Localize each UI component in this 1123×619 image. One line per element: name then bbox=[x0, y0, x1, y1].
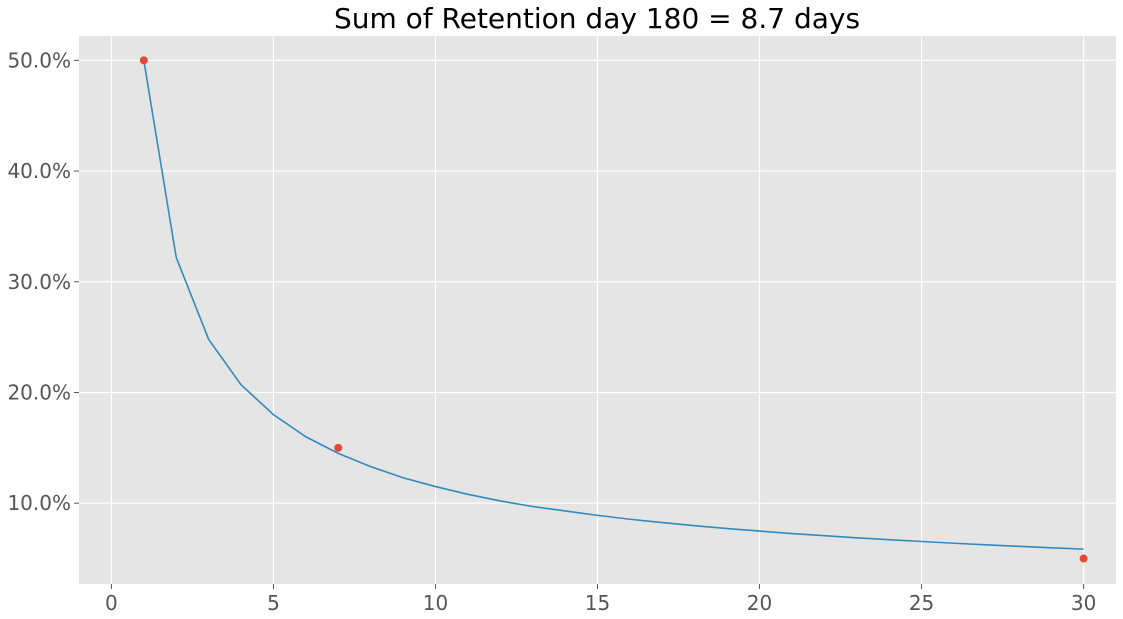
y-tick-label: 40.0% bbox=[7, 159, 71, 183]
x-tick-label: 5 bbox=[267, 591, 280, 615]
grid-lines bbox=[79, 36, 1116, 584]
y-tick-label: 50.0% bbox=[7, 48, 71, 72]
observed-point bbox=[1079, 554, 1088, 563]
x-tick-label: 25 bbox=[909, 591, 934, 615]
chart-title: Sum of Retention day 180 = 8.7 days bbox=[334, 2, 860, 35]
series-layer bbox=[139, 56, 1088, 563]
y-tick-label: 10.0% bbox=[7, 491, 71, 515]
observed-point bbox=[334, 443, 343, 452]
x-tick-label: 30 bbox=[1071, 591, 1096, 615]
observed-point bbox=[139, 56, 148, 65]
y-tick-label: 30.0% bbox=[7, 270, 71, 294]
x-tick-label: 10 bbox=[423, 591, 448, 615]
x-tick-label: 20 bbox=[747, 591, 772, 615]
axis-ticks: 0 5 10 15 20 25 30 10.0% 20.0% 30.0% 40.0% 50.0% bbox=[7, 48, 1096, 615]
x-tick-label: 15 bbox=[585, 591, 610, 615]
y-tick-label: 20.0% bbox=[7, 380, 71, 404]
x-tick-label: 0 bbox=[105, 591, 118, 615]
fit-line bbox=[143, 60, 1084, 550]
